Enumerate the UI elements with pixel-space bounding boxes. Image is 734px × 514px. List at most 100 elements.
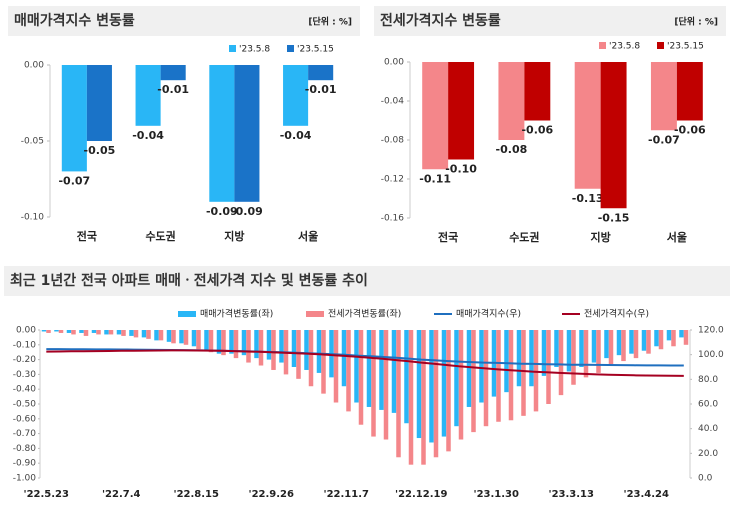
x-tick-label: 수도권 <box>509 231 539 244</box>
bar <box>508 330 514 421</box>
bar <box>96 330 101 335</box>
bar <box>79 330 84 333</box>
bar <box>258 330 264 366</box>
bar <box>558 330 564 396</box>
unit-label: [단위 : %] <box>308 16 352 28</box>
bar <box>254 330 259 359</box>
x-tick-label: '22.8.15 <box>174 489 219 500</box>
x-tick-label: 전국 <box>438 230 458 244</box>
bar <box>308 330 314 387</box>
x-tick-label: '22.5.23 <box>24 489 69 500</box>
bar <box>679 330 684 338</box>
bar <box>391 330 397 413</box>
y-tick-label: -0.40 <box>13 385 37 395</box>
y2-tick-label: 120.0 <box>698 326 724 336</box>
bar <box>629 330 634 354</box>
bar <box>471 330 476 433</box>
bar <box>621 330 626 362</box>
bar <box>683 330 689 345</box>
y-tick-label: -0.60 <box>13 414 37 424</box>
bar <box>129 330 134 336</box>
bar <box>496 330 501 422</box>
legend-swatch <box>657 42 664 49</box>
legend-swatch <box>229 45 236 52</box>
bar <box>133 330 139 338</box>
bar <box>208 330 214 353</box>
bar <box>458 330 464 440</box>
y-tick-label: -0.50 <box>13 400 37 410</box>
bar <box>616 330 622 356</box>
bar <box>579 330 584 367</box>
bar <box>296 330 301 379</box>
bar <box>448 62 475 160</box>
bar <box>333 330 339 403</box>
y-tick-label: 0.00 <box>16 326 36 336</box>
legend-label: '23.5.8 <box>239 45 270 55</box>
bar <box>241 330 247 356</box>
bar <box>191 330 197 347</box>
x-tick-label: 서울 <box>667 230 687 244</box>
bar <box>183 330 189 345</box>
bar <box>383 330 389 440</box>
bar <box>283 65 309 126</box>
bar <box>234 65 260 202</box>
bar <box>600 62 627 209</box>
bar <box>91 330 97 333</box>
legend-label: '23.5.15 <box>297 45 334 55</box>
y-tick-label: -0.20 <box>13 355 37 365</box>
legend-label: 매매가격변동률(좌) <box>200 308 273 320</box>
x-tick-label: '22.7.4 <box>102 489 141 500</box>
data-label: -0.11 <box>419 172 451 185</box>
bar <box>321 330 326 394</box>
unit-label: [단위 : %] <box>674 16 718 28</box>
y2-tick-label: 40.0 <box>698 424 718 434</box>
bar <box>371 330 376 437</box>
bar <box>204 330 209 351</box>
chart-title: 최근 1년간 전국 아파트 매매ㆍ전세가격 지수 및 변동률 추이 <box>10 272 368 289</box>
bar <box>416 330 422 439</box>
bar <box>266 330 272 360</box>
bar <box>498 62 525 140</box>
data-label: -0.08 <box>496 143 528 156</box>
y-tick-label: -0.08 <box>381 136 405 146</box>
bar <box>408 330 414 465</box>
panel-header <box>8 6 360 36</box>
bar <box>541 330 547 376</box>
bar <box>209 65 235 202</box>
x-tick-label: '22.9.26 <box>249 489 294 500</box>
bar <box>433 330 439 458</box>
y-tick-label: -0.12 <box>381 175 404 185</box>
bar <box>246 330 251 363</box>
bar <box>591 330 597 363</box>
bar <box>554 330 559 367</box>
legend-swatch <box>287 45 294 52</box>
bar <box>666 330 672 341</box>
bar <box>604 330 609 359</box>
x-tick-label: 전국 <box>77 229 97 243</box>
y2-tick-label: 100.0 <box>698 350 724 360</box>
bar <box>179 330 184 344</box>
y2-tick-label: 60.0 <box>698 400 718 410</box>
x-tick-label: 지방 <box>224 229 244 243</box>
panel-header <box>374 6 726 36</box>
bar <box>116 330 122 335</box>
bar <box>566 330 572 372</box>
bar <box>61 65 87 172</box>
bar <box>596 330 601 373</box>
y-tick-label: -0.05 <box>21 137 44 147</box>
bar <box>171 330 176 344</box>
bar <box>533 330 539 412</box>
data-label: -0.07 <box>58 174 90 187</box>
bar <box>316 330 322 373</box>
y2-tick-label: 20.0 <box>698 449 718 459</box>
bar <box>166 330 172 342</box>
bar <box>546 330 551 404</box>
legend-swatch <box>178 311 196 317</box>
data-label: -0.04 <box>132 129 164 142</box>
y-tick-label: -0.16 <box>381 214 405 224</box>
bar <box>58 330 64 333</box>
data-label: -0.09 <box>206 205 238 218</box>
legend-label: 전세가격변동률(좌) <box>328 308 401 320</box>
bar <box>422 62 449 170</box>
